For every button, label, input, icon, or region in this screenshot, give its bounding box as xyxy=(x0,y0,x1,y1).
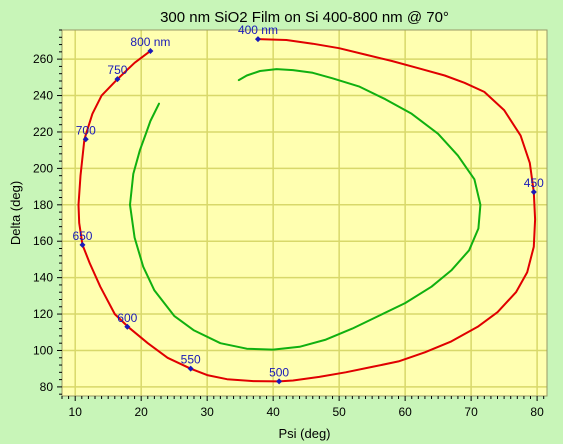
y-tick-label: 160 xyxy=(33,234,53,248)
data-marker xyxy=(254,36,261,43)
data-marker xyxy=(82,136,89,143)
wavelength-label: 400 nm xyxy=(238,23,278,37)
x-tick-label: 70 xyxy=(464,405,478,419)
wavelength-label: 500 xyxy=(269,365,289,379)
data-marker xyxy=(147,47,154,54)
x-axis-label: Psi (deg) xyxy=(278,426,330,441)
y-tick-label: 240 xyxy=(33,89,53,103)
x-tick-label: 50 xyxy=(332,405,346,419)
y-tick-label: 260 xyxy=(33,52,53,66)
series-line-2 xyxy=(129,68,482,351)
data-marker xyxy=(114,76,121,83)
y-axis-label: Delta (deg) xyxy=(8,181,23,245)
chart-title: 300 nm SiO2 Film on Si 400-800 nm @ 70° xyxy=(160,9,449,26)
y-tick-label: 200 xyxy=(33,161,53,175)
y-tick-label: 180 xyxy=(33,198,53,212)
wavelength-label: 700 xyxy=(76,123,96,137)
data-marker xyxy=(530,189,537,196)
wavelength-label: 550 xyxy=(181,353,201,367)
data-marker xyxy=(276,378,283,385)
data-marker xyxy=(79,241,86,248)
x-tick-label: 60 xyxy=(398,405,412,419)
x-tick-label: 20 xyxy=(135,405,149,419)
wavelength-label: 600 xyxy=(117,311,137,325)
plot-area xyxy=(62,30,547,396)
data-marker xyxy=(124,323,131,330)
wavelength-label: 450 xyxy=(524,176,544,190)
x-tick-label: 30 xyxy=(200,405,214,419)
y-tick-label: 140 xyxy=(33,271,53,285)
y-tick-label: 120 xyxy=(33,307,53,321)
y-tick-label: 80 xyxy=(40,380,54,394)
x-tick-label: 40 xyxy=(266,405,280,419)
wavelength-label: 750 xyxy=(107,63,127,77)
axis-ticks: 10 20 30 40 50 60 70 80 80 100 120 140 160 180 200 220 2… xyxy=(33,29,545,419)
x-tick-label: 80 xyxy=(530,405,544,419)
data-marker xyxy=(187,365,194,372)
y-tick-label: 100 xyxy=(33,343,53,357)
series-layer xyxy=(77,38,537,383)
x-tick-label: 10 xyxy=(69,405,83,419)
grid xyxy=(62,30,547,396)
wavelength-label: 650 xyxy=(72,229,92,243)
wavelength-label: 800 nm xyxy=(130,35,170,49)
plot-frame xyxy=(61,29,548,397)
y-tick-label: 220 xyxy=(33,125,53,139)
series-line-1 xyxy=(77,38,537,383)
